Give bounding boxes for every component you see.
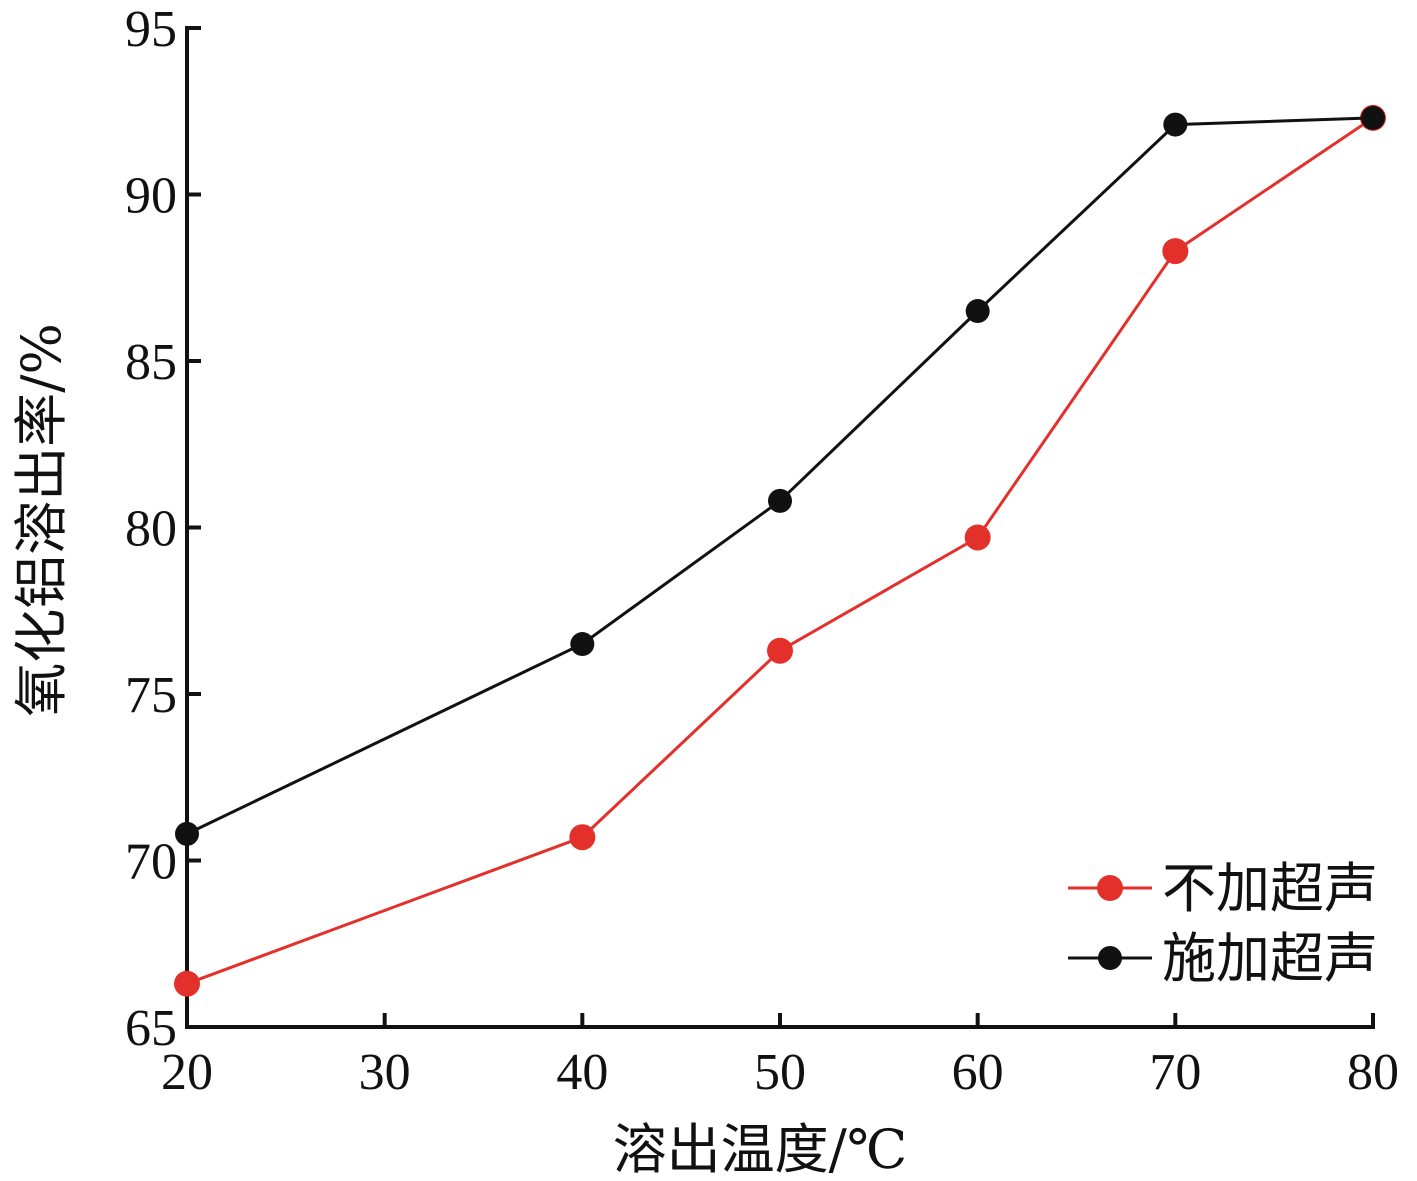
legend-label: 施加超声 [1162, 927, 1378, 990]
x-tick-label: 50 [754, 1044, 806, 1101]
y-tick-label: 70 [125, 834, 177, 891]
x-tick-label: 60 [952, 1044, 1004, 1101]
series-2-line [186, 116, 1374, 836]
series-1-point [767, 637, 793, 664]
series-2-point [768, 488, 792, 513]
legend-swatch-marker [1098, 946, 1122, 970]
series-2-point [1361, 105, 1385, 130]
x-axis-title: 溶出温度/℃ [613, 1118, 908, 1181]
series-1-point [569, 824, 596, 851]
y-tick-label: 95 [125, 1, 177, 58]
x-tick-label: 40 [556, 1044, 608, 1101]
x-tick-label: 30 [359, 1044, 411, 1101]
series-2 [175, 105, 1385, 846]
series-1-point [1162, 238, 1189, 265]
series-2-point [175, 821, 199, 846]
series-1-point [174, 970, 200, 997]
series-2-point [1163, 112, 1188, 137]
y-tick-label: 80 [125, 501, 177, 558]
series-1-point [964, 524, 991, 551]
y-tick-label: 75 [125, 667, 177, 724]
series-2-point [965, 299, 990, 324]
y-tick-label: 90 [125, 168, 177, 225]
series-1-line [186, 116, 1374, 986]
legend-label: 不加超声 [1162, 857, 1378, 920]
y-tick-label: 65 [125, 1000, 177, 1057]
series-2-point [570, 632, 595, 657]
x-tick-label: 70 [1149, 1044, 1201, 1101]
x-tick-label: 20 [161, 1044, 213, 1101]
tick-labels: 20 30 40 50 60 70 80 65 70 75 80 85 90 95 [125, 1, 1399, 1101]
y-axis-title: 氧化铝溶出率/% [10, 323, 73, 717]
series-layer [174, 104, 1386, 997]
y-tick-label: 85 [125, 334, 177, 391]
axes [185, 26, 1375, 1029]
legend-swatch-marker [1097, 875, 1123, 901]
x-tick-label: 80 [1347, 1044, 1399, 1101]
